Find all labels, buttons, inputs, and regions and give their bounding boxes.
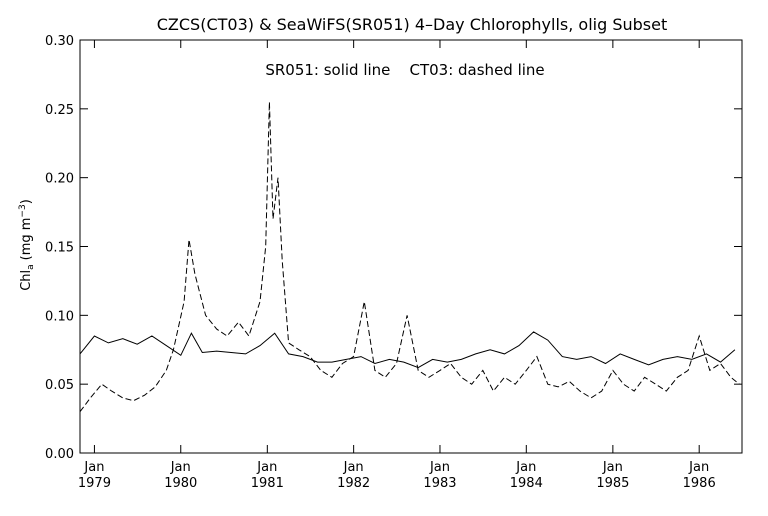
x-tick-label-month: Jan (170, 460, 191, 475)
x-tick-label-year: 1980 (164, 476, 197, 491)
x-tick-label-year: 1983 (423, 476, 456, 491)
x-tick-label-year: 1985 (596, 476, 629, 491)
series-line-ct03 (79, 101, 740, 413)
y-axis-label-main: Chl (19, 270, 34, 291)
y-tick-label: 0.05 (45, 378, 74, 393)
x-tick-label-year: 1979 (78, 476, 111, 491)
series-line-sr051 (79, 331, 736, 369)
x-tick-label-year: 1984 (510, 476, 543, 491)
x-axis: Jan1979Jan1980Jan1981Jan1982Jan1983Jan19… (78, 40, 716, 491)
x-tick-label-month: Jan (429, 460, 450, 475)
x-tick-label-year: 1981 (251, 476, 284, 491)
y-axis-label-unit: (mg m (19, 218, 34, 261)
x-tick-label-month: Jan (256, 460, 277, 475)
y-axis-label-close: ) (19, 199, 34, 204)
y-tick-label: 0.00 (45, 447, 74, 462)
series-layer (79, 101, 740, 413)
y-axis-label-subscript: a (26, 264, 36, 270)
plot-frame (79, 39, 743, 454)
y-tick-label: 0.15 (45, 241, 74, 256)
y-tick-label: 0.20 (45, 172, 74, 187)
x-tick-label-month: Jan (83, 460, 104, 475)
x-tick-label-year: 1982 (337, 476, 370, 491)
chart-title: CZCS(CT03) & SeaWiFS(SR051) 4–Day Chloro… (157, 15, 668, 34)
y-axis-label: Chla (mg m−3) (18, 199, 36, 291)
x-tick-label-month: Jan (602, 460, 623, 475)
x-tick-label-month: Jan (343, 460, 364, 475)
y-tick-label: 0.25 (45, 103, 74, 118)
y-tick-label: 0.30 (45, 34, 74, 49)
x-tick-label-month: Jan (688, 460, 709, 475)
y-axis: 0.00 0.05 0.10 0.15 0.20 0.25 0.30 (45, 34, 742, 462)
x-tick-label-month: Jan (515, 460, 536, 475)
y-tick-label: 0.10 (45, 309, 74, 324)
y-axis-label-superscript: −3 (18, 204, 28, 217)
legend-annotation: SR051: solid line CT03: dashed line (265, 61, 544, 79)
x-tick-label-year: 1986 (683, 476, 716, 491)
